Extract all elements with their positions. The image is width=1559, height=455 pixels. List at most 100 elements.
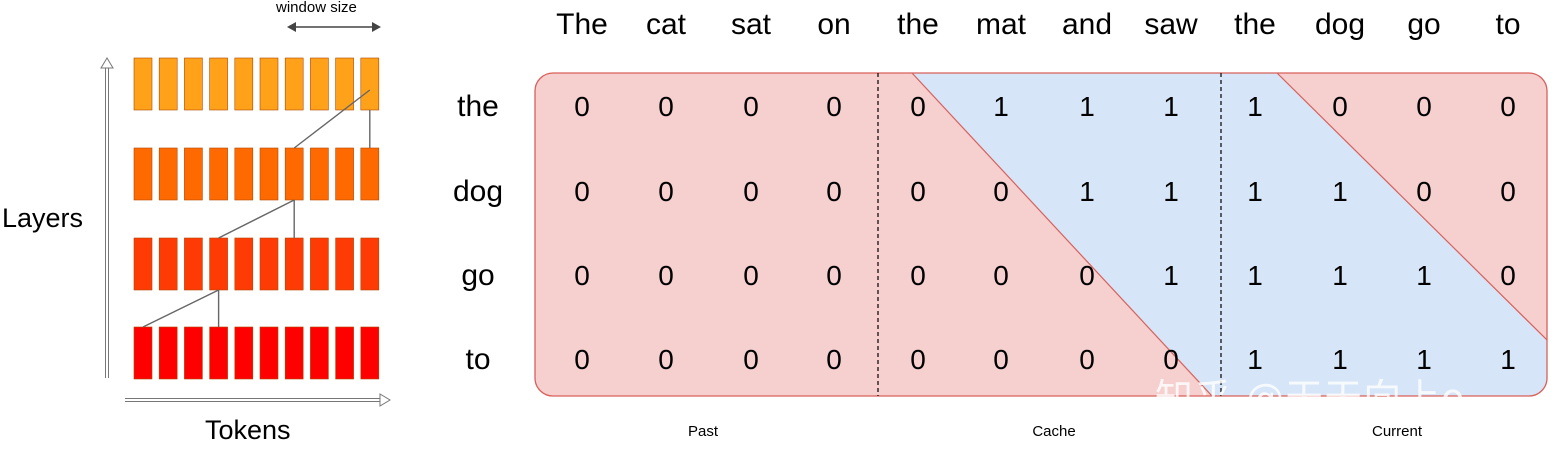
mask-cell: 0	[743, 91, 759, 122]
mask-cell: 1	[1163, 260, 1179, 291]
column-word: dog	[1314, 8, 1366, 41]
mask-cell: 0	[1500, 91, 1516, 122]
mask-cell: 0	[743, 176, 759, 207]
current-visible-region	[1221, 73, 1547, 396]
row-word: the	[457, 90, 499, 123]
window-size-arrow-left-head	[287, 22, 296, 32]
token-box	[158, 326, 178, 380]
mask-cell: 1	[1247, 91, 1263, 122]
column-word: go	[1407, 8, 1441, 41]
token-box	[335, 147, 354, 201]
row-word: go	[461, 259, 495, 292]
token-box	[234, 57, 254, 111]
tokens-axis-arrowhead	[379, 393, 391, 407]
mask-cell: 0	[993, 260, 1009, 291]
mask-cell: 1	[1163, 176, 1179, 207]
receptive-field-line	[218, 199, 295, 239]
mask-cell: 0	[574, 176, 590, 207]
mask-cell: 1	[1079, 176, 1095, 207]
mask-cell: 0	[910, 260, 926, 291]
token-box	[259, 147, 279, 201]
section-label-current: Current	[1371, 423, 1423, 440]
column-word: on	[817, 8, 851, 41]
mask-cell: 1	[1332, 176, 1348, 207]
mask-cell: 0	[993, 176, 1009, 207]
mask-cell: 1	[993, 91, 1009, 122]
token-box	[158, 147, 178, 201]
token-box	[234, 326, 254, 380]
mask-cell: 0	[910, 176, 926, 207]
layers-axis-label: Layers	[2, 203, 84, 233]
section-label-past: Past	[687, 423, 718, 440]
column-word: The	[556, 8, 608, 41]
mask-cell: 0	[1500, 260, 1516, 291]
mask-cell: 1	[1079, 91, 1095, 122]
mask-cell: 1	[1163, 91, 1179, 122]
row-word: to	[465, 343, 491, 376]
mask-cell: 0	[1079, 344, 1095, 375]
token-box	[158, 237, 178, 291]
token-box	[209, 57, 228, 111]
token-box	[234, 147, 254, 201]
column-word: sat	[730, 8, 772, 41]
mask-cell: 0	[826, 176, 842, 207]
mask-cell: 0	[910, 344, 926, 375]
mask-cell: 0	[574, 260, 590, 291]
mask-cell: 0	[658, 344, 674, 375]
column-word: saw	[1144, 8, 1198, 41]
column-word: to	[1495, 8, 1521, 41]
window-size-arrow-right-head	[372, 22, 381, 32]
current-diagonal-edge	[1276, 73, 1547, 341]
tokens-axis-label: Tokens	[205, 415, 291, 445]
token-box	[259, 237, 279, 291]
column-word: the	[1234, 8, 1276, 41]
mask-cell: 0	[826, 260, 842, 291]
column-word: cat	[645, 8, 687, 41]
mask-cell: 0	[993, 344, 1009, 375]
mask-cell: 1	[1247, 176, 1263, 207]
mask-cell: 1	[1500, 344, 1516, 375]
mask-cell: 0	[1416, 91, 1432, 122]
token-box	[335, 326, 354, 380]
token-box	[284, 326, 304, 380]
section-label-cache: Cache	[1032, 423, 1076, 440]
token-box	[158, 57, 178, 111]
mask-cell: 0	[574, 91, 590, 122]
mask-cell: 1	[1247, 344, 1263, 375]
mask-cell: 1	[1416, 260, 1432, 291]
mask-cell: 0	[910, 91, 926, 122]
token-box	[310, 237, 329, 291]
token-box	[133, 237, 153, 291]
mask-cell: 0	[1079, 260, 1095, 291]
receptive-field-line	[142, 289, 219, 328]
layer-token-diagram	[100, 22, 391, 407]
cache-diagonal-edge	[911, 73, 1213, 396]
token-box	[209, 147, 228, 201]
token-box	[310, 147, 329, 201]
token-box	[335, 237, 354, 291]
token-box	[259, 326, 279, 380]
token-box	[234, 237, 254, 291]
column-word: and	[1061, 8, 1113, 41]
row-word: dog	[452, 175, 504, 208]
mask-cell: 0	[1163, 344, 1179, 375]
layers-axis-arrowhead	[100, 57, 114, 69]
mask-cell: 0	[743, 260, 759, 291]
watermark: 知乎 @天天向上o	[1155, 376, 1466, 420]
token-box	[360, 326, 380, 380]
mask-cell: 0	[743, 344, 759, 375]
mask-cell: 1	[1332, 260, 1348, 291]
token-box	[284, 57, 304, 111]
token-box	[184, 147, 203, 201]
token-box	[184, 237, 203, 291]
column-word: the	[897, 8, 939, 41]
receptive-field-line	[293, 89, 371, 149]
mask-cell: 0	[574, 344, 590, 375]
column-word: mat	[975, 8, 1026, 41]
mask-cell: 0	[658, 260, 674, 291]
token-box	[310, 57, 329, 111]
mask-cell: 1	[1332, 344, 1348, 375]
mask-cell: 0	[1416, 176, 1432, 207]
token-box	[360, 237, 380, 291]
